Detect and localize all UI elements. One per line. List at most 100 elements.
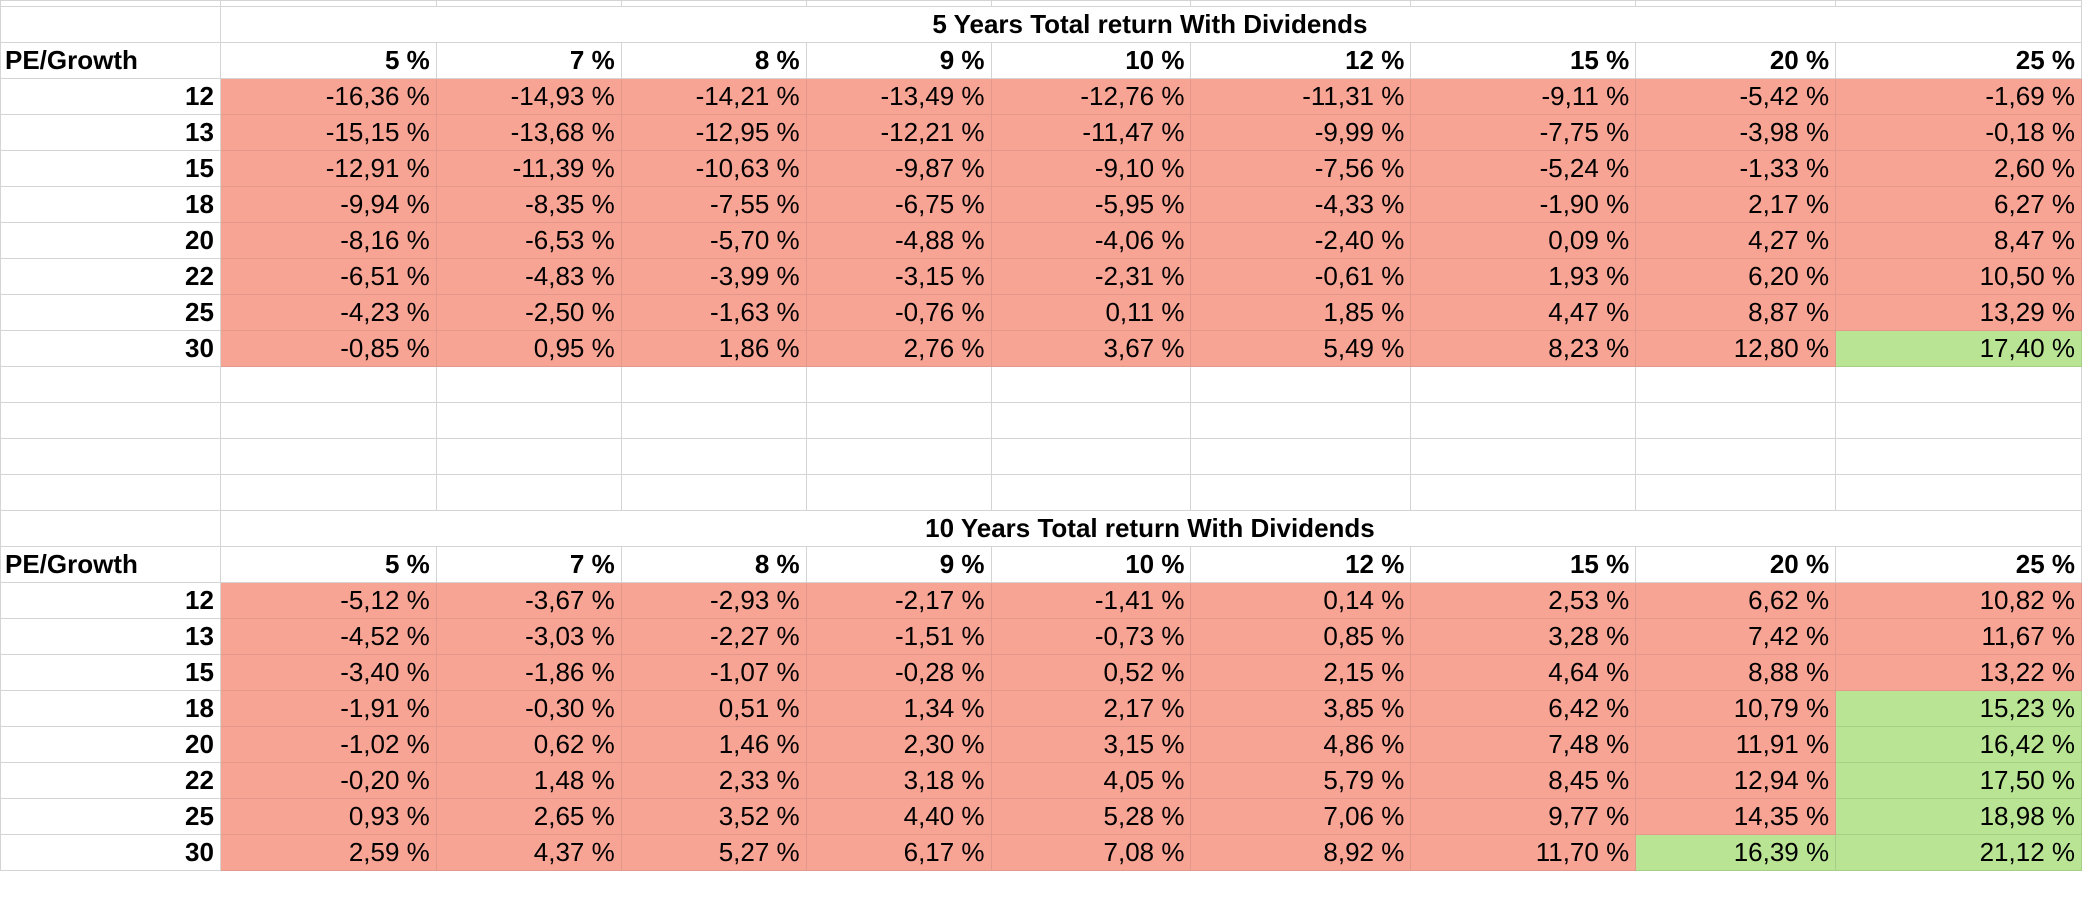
empty-cell[interactable]	[219, 474, 437, 511]
return-cell[interactable]: -12,95 %	[620, 114, 807, 151]
empty-cell[interactable]	[1410, 402, 1637, 439]
return-cell-highlighted[interactable]: 16,39 %	[1635, 834, 1837, 871]
empty-cell[interactable]	[219, 366, 437, 403]
return-cell[interactable]: 7,42 %	[1635, 618, 1837, 655]
return-cell[interactable]: -1,90 %	[1410, 186, 1637, 223]
return-cell[interactable]: -6,53 %	[435, 222, 622, 259]
empty-cell[interactable]	[620, 402, 807, 439]
return-cell[interactable]: -0,61 %	[1190, 258, 1412, 295]
return-cell[interactable]: 6,20 %	[1635, 258, 1837, 295]
return-cell[interactable]: -1,63 %	[620, 294, 807, 331]
pe-ratio-cell[interactable]: 20	[0, 726, 221, 763]
return-cell[interactable]: -0,18 %	[1835, 114, 2082, 151]
return-cell[interactable]: 3,18 %	[805, 762, 992, 799]
return-cell[interactable]: 3,15 %	[990, 726, 1192, 763]
return-cell[interactable]: -5,12 %	[219, 582, 437, 619]
empty-cell[interactable]	[0, 6, 221, 43]
empty-cell[interactable]	[0, 438, 221, 475]
empty-cell[interactable]	[805, 366, 992, 403]
return-cell[interactable]: 13,22 %	[1835, 654, 2082, 691]
return-cell[interactable]: -2,93 %	[620, 582, 807, 619]
empty-cell[interactable]	[435, 366, 622, 403]
return-cell-highlighted[interactable]: 15,23 %	[1835, 690, 2082, 727]
return-cell[interactable]: 3,28 %	[1410, 618, 1637, 655]
return-cell[interactable]: -14,21 %	[620, 78, 807, 115]
return-cell[interactable]: 0,93 %	[219, 798, 437, 835]
return-cell[interactable]: 5,79 %	[1190, 762, 1412, 799]
return-cell[interactable]: -4,88 %	[805, 222, 992, 259]
return-cell[interactable]: -7,56 %	[1190, 150, 1412, 187]
return-cell[interactable]: -1,91 %	[219, 690, 437, 727]
pe-ratio-cell[interactable]: 13	[0, 114, 221, 151]
return-cell[interactable]: 7,08 %	[990, 834, 1192, 871]
return-cell[interactable]: 1,46 %	[620, 726, 807, 763]
return-cell[interactable]: 8,45 %	[1410, 762, 1637, 799]
growth-rate-header[interactable]: 10 %	[990, 42, 1192, 79]
empty-cell[interactable]	[1835, 402, 2082, 439]
return-cell[interactable]: -0,85 %	[219, 330, 437, 367]
return-cell[interactable]: 8,23 %	[1410, 330, 1637, 367]
return-cell[interactable]: 10,82 %	[1835, 582, 2082, 619]
growth-rate-header[interactable]: 15 %	[1410, 546, 1637, 583]
empty-cell[interactable]	[1190, 474, 1412, 511]
growth-rate-header[interactable]: 7 %	[435, 42, 622, 79]
empty-cell[interactable]	[435, 402, 622, 439]
return-cell[interactable]: -9,94 %	[219, 186, 437, 223]
empty-cell[interactable]	[990, 402, 1192, 439]
return-cell[interactable]: -7,75 %	[1410, 114, 1637, 151]
empty-cell[interactable]	[1635, 474, 1837, 511]
return-cell[interactable]: 1,93 %	[1410, 258, 1637, 295]
return-cell[interactable]: 1,85 %	[1190, 294, 1412, 331]
return-cell[interactable]: 2,60 %	[1835, 150, 2082, 187]
return-cell[interactable]: 1,34 %	[805, 690, 992, 727]
return-cell[interactable]: 6,17 %	[805, 834, 992, 871]
return-cell[interactable]: -4,33 %	[1190, 186, 1412, 223]
return-cell[interactable]: -2,31 %	[990, 258, 1192, 295]
return-cell[interactable]: -10,63 %	[620, 150, 807, 187]
growth-rate-header[interactable]: 9 %	[805, 546, 992, 583]
return-cell[interactable]: 6,62 %	[1635, 582, 1837, 619]
return-cell[interactable]: 6,27 %	[1835, 186, 2082, 223]
empty-cell[interactable]	[1635, 438, 1837, 475]
return-cell[interactable]: 14,35 %	[1635, 798, 1837, 835]
return-cell[interactable]: -1,07 %	[620, 654, 807, 691]
empty-cell[interactable]	[1410, 438, 1637, 475]
pe-ratio-cell[interactable]: 25	[0, 798, 221, 835]
pe-ratio-cell[interactable]: 18	[0, 690, 221, 727]
empty-cell[interactable]	[1835, 366, 2082, 403]
pe-ratio-cell[interactable]: 30	[0, 834, 221, 871]
return-cell[interactable]: 0,62 %	[435, 726, 622, 763]
return-cell[interactable]: -1,33 %	[1635, 150, 1837, 187]
return-cell[interactable]: 0,11 %	[990, 294, 1192, 331]
return-cell[interactable]: 10,50 %	[1835, 258, 2082, 295]
return-cell[interactable]: 4,40 %	[805, 798, 992, 835]
pe-ratio-cell[interactable]: 15	[0, 150, 221, 187]
return-cell[interactable]: 2,33 %	[620, 762, 807, 799]
return-cell[interactable]: -4,06 %	[990, 222, 1192, 259]
return-cell[interactable]: -3,03 %	[435, 618, 622, 655]
return-cell[interactable]: 4,37 %	[435, 834, 622, 871]
pe-ratio-cell[interactable]: 18	[0, 186, 221, 223]
pe-ratio-cell[interactable]: 20	[0, 222, 221, 259]
return-cell[interactable]: -5,24 %	[1410, 150, 1637, 187]
pe-ratio-cell[interactable]: 15	[0, 654, 221, 691]
empty-cell[interactable]	[1410, 474, 1637, 511]
return-cell[interactable]: -8,35 %	[435, 186, 622, 223]
empty-cell[interactable]	[435, 474, 622, 511]
return-cell[interactable]: -5,70 %	[620, 222, 807, 259]
return-cell[interactable]: -11,39 %	[435, 150, 622, 187]
return-cell[interactable]: -14,93 %	[435, 78, 622, 115]
return-cell[interactable]: 1,48 %	[435, 762, 622, 799]
return-cell[interactable]: 4,47 %	[1410, 294, 1637, 331]
return-cell[interactable]: 0,09 %	[1410, 222, 1637, 259]
return-cell[interactable]: 5,49 %	[1190, 330, 1412, 367]
return-cell[interactable]: -1,69 %	[1835, 78, 2082, 115]
return-cell[interactable]: 5,28 %	[990, 798, 1192, 835]
empty-cell[interactable]	[0, 366, 221, 403]
return-cell[interactable]: 4,05 %	[990, 762, 1192, 799]
return-cell[interactable]: 3,85 %	[1190, 690, 1412, 727]
return-cell[interactable]: 0,95 %	[435, 330, 622, 367]
row-header-label[interactable]: PE/Growth	[0, 546, 221, 583]
empty-cell[interactable]	[1190, 402, 1412, 439]
return-cell[interactable]: 8,87 %	[1635, 294, 1837, 331]
